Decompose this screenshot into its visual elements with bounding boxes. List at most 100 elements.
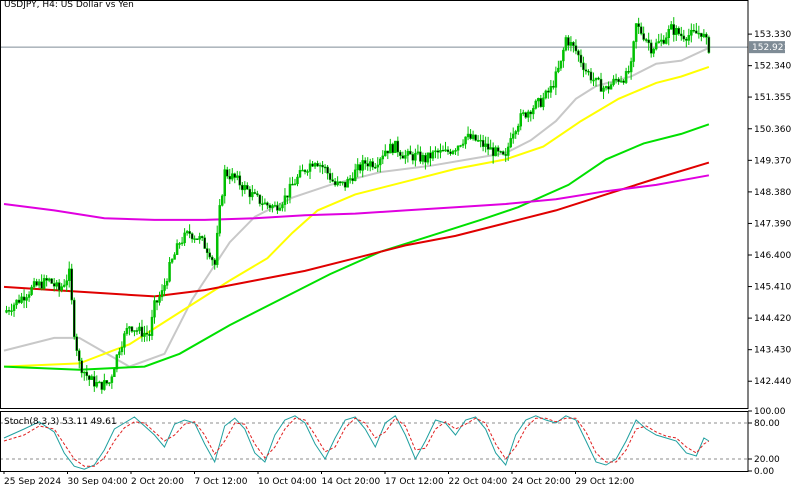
candle-body [57, 282, 61, 291]
candle-body [394, 140, 397, 154]
candle-body [479, 139, 482, 142]
candle-body [268, 204, 272, 208]
candle-body [644, 39, 648, 41]
candle-body [667, 28, 670, 39]
candle-body [185, 231, 189, 234]
candle-body [358, 164, 362, 171]
candle-body [376, 164, 380, 168]
time-tick-label: 17 Oct 12:00 [385, 477, 444, 485]
candle-body [78, 350, 81, 361]
moving-average-line-3 [3, 123, 710, 371]
candle-body [351, 178, 354, 181]
candle-body [524, 112, 528, 118]
candle-body [567, 37, 570, 46]
candlesticks [5, 17, 711, 394]
candle-body [263, 202, 267, 205]
candle-body [83, 371, 86, 374]
candle-body [346, 178, 349, 188]
candle-body [371, 161, 374, 168]
candle-body [341, 181, 344, 184]
price-tick-label: 143.430 [754, 346, 791, 356]
candle-body [471, 134, 475, 139]
candle-body [429, 152, 432, 159]
candle-body [218, 205, 221, 234]
candle-body [160, 290, 164, 298]
moving-average-line-4 [3, 161, 710, 298]
candle-body [464, 136, 467, 145]
candle-body [52, 283, 56, 287]
candle-body [449, 151, 452, 154]
candle-body [170, 259, 174, 263]
candle-body [476, 140, 480, 142]
candle-body [241, 184, 244, 191]
candle-body [318, 164, 322, 167]
candle-body [597, 77, 600, 80]
candle-body [647, 39, 650, 44]
candle-body [253, 192, 257, 194]
candle-body [539, 98, 543, 108]
candle-body [356, 164, 359, 171]
candle-body [85, 371, 89, 377]
candle-body [316, 163, 319, 167]
candle-body [303, 169, 307, 173]
candle-body [619, 80, 623, 83]
candle-body [499, 151, 502, 153]
candle-body [93, 376, 96, 387]
candle-body [486, 143, 490, 150]
candle-body [120, 347, 124, 353]
candle-body [592, 79, 595, 82]
candle-body [544, 90, 548, 99]
price-tick-label: 146.400 [754, 251, 791, 261]
candle-body [283, 195, 287, 205]
candle-body [419, 151, 422, 162]
candle-body [223, 169, 226, 197]
candle-body [123, 333, 126, 348]
candle-body [406, 150, 410, 156]
candle-body [72, 299, 76, 338]
candle-body [195, 238, 199, 240]
candle-body [50, 278, 53, 284]
candle-body [238, 175, 242, 186]
candle-body [173, 254, 176, 260]
candle-body [353, 169, 357, 181]
candle-body [557, 67, 560, 72]
candle-body [381, 155, 385, 160]
candle-body [293, 183, 297, 186]
candle-body [692, 29, 696, 32]
candle-body [474, 134, 477, 141]
time-tick-label: 2 Oct 20:00 [131, 477, 184, 485]
candle-body [547, 90, 550, 93]
price-tick-label: 152.340 [754, 62, 791, 72]
candle-body [226, 169, 229, 177]
candle-body [281, 204, 284, 209]
candle-body [439, 149, 442, 153]
candle-body [278, 207, 282, 211]
candle-body [537, 98, 540, 102]
candle-body [622, 80, 625, 83]
candle-body [231, 173, 234, 180]
candle-body [702, 33, 706, 37]
candle-body [138, 326, 141, 331]
candle-body [128, 326, 131, 329]
candle-body [562, 49, 565, 62]
candle-body [256, 193, 259, 196]
candle-body [135, 330, 139, 332]
candle-body [421, 155, 425, 162]
candle-body [506, 146, 510, 156]
candle-body [10, 310, 13, 312]
stochastic-tick-label: 20.00 [754, 455, 780, 465]
candle-body [637, 23, 640, 27]
candle-body [180, 242, 184, 245]
candle-body [634, 23, 638, 42]
candle-body [65, 280, 68, 286]
candle-body [677, 28, 681, 35]
candle-body [228, 175, 232, 180]
candle-body [190, 233, 194, 240]
candle-body [15, 299, 18, 306]
stochastic-tick-label: 80.00 [754, 419, 780, 429]
candle-body [22, 296, 26, 301]
stochastic-pane [0, 415, 748, 470]
candle-body [569, 42, 573, 46]
candle-body [115, 354, 119, 370]
